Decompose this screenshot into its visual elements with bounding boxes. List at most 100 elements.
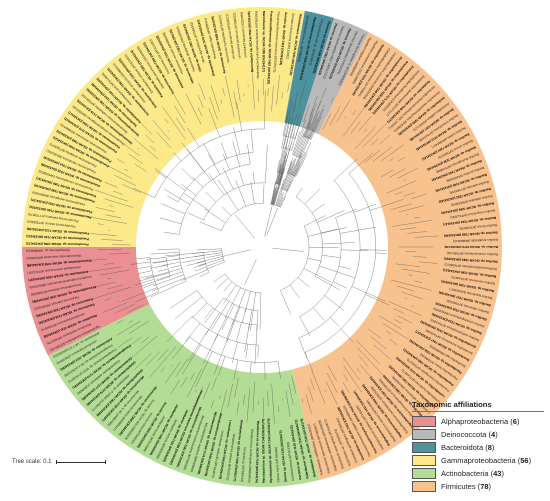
internal-branch [308, 118, 318, 139]
leaf-branch [109, 205, 114, 207]
leaf-branch [180, 376, 188, 388]
leaf-branch [97, 223, 104, 225]
clade-sector [22, 6, 305, 248]
leaf-branch [323, 105, 325, 108]
internal-branch [226, 306, 241, 343]
internal-branch [306, 100, 322, 138]
leaf-branch [287, 99, 292, 118]
internal-branch [289, 156, 297, 175]
internal-branch [287, 114, 298, 150]
internal-branch [130, 261, 151, 265]
internal-branch [322, 242, 355, 245]
internal-branch [280, 179, 285, 189]
internal-branch [314, 276, 340, 290]
internal-branch [143, 283, 156, 288]
leaf-branch [165, 361, 181, 384]
internal-branch [182, 344, 201, 375]
leaf-label: uncultured bacterium (KF038222) [232, 12, 241, 58]
legend-label: Actinobacteria (43) [441, 469, 504, 478]
internal-branch [263, 184, 265, 204]
leaf-branch [398, 205, 424, 213]
leaf-branch [116, 320, 141, 336]
internal-branch [241, 308, 246, 324]
internal-branch [276, 163, 282, 184]
clade-stem [266, 207, 278, 236]
legend-label: Bacteroidota (8) [441, 443, 495, 452]
leaf-branch [419, 261, 438, 264]
leaf-branch [405, 298, 408, 300]
internal-branch [287, 102, 297, 137]
internal-branch [157, 248, 180, 250]
leaf-branch [396, 285, 414, 292]
clade-sector [292, 32, 503, 480]
leaf-branch [305, 98, 307, 101]
leaf-label: Pseudomonas stutzeri (MT355963) [27, 219, 75, 228]
internal-branch [177, 152, 254, 202]
leaf-label: Streptomyces sp. ISCAR-7158 (OK334177) [233, 420, 244, 482]
internal-branch [133, 187, 155, 198]
leaf-branch [236, 79, 241, 102]
internal-branch [277, 133, 287, 173]
leaf-branch [342, 357, 360, 381]
internal-branch [300, 129, 314, 158]
internal-branch [188, 329, 209, 362]
internal-branch [184, 193, 210, 211]
internal-branch [140, 274, 154, 279]
internal-branch [324, 295, 345, 311]
internal-branch [194, 266, 207, 272]
leaf-branch [403, 192, 415, 197]
internal-branch [166, 316, 193, 342]
leaf-branch [398, 156, 406, 162]
internal-branch [309, 108, 323, 139]
legend-item: Bacteroidota (8) [412, 441, 544, 454]
leaf-label: Aminobacter aminovorans (MT613397) [27, 265, 81, 275]
leaf-branch [134, 163, 147, 172]
internal-branch [340, 328, 354, 343]
internal-branch [275, 205, 281, 208]
leaf-branch [380, 169, 394, 178]
internal-branch [304, 188, 321, 205]
leaf-branch [195, 389, 197, 392]
leaf-label: Pseudomonas balearica (KY750678) [28, 212, 79, 223]
leaf-label: Sphingomonas sp. (MN889418) [26, 248, 70, 253]
internal-branch [207, 260, 224, 267]
leaf-label: Bacillus paralicheniformis (MT605572) [444, 262, 497, 271]
leaf-label: Bacillus sp. ISCAR-7268 (OK334148) [444, 230, 498, 237]
internal-branch [181, 184, 197, 196]
internal-branch [226, 319, 235, 339]
leaf-branch [197, 94, 204, 108]
internal-branch [204, 208, 226, 223]
internal-branch [317, 210, 345, 223]
internal-branch [320, 228, 338, 234]
leaf-branch [157, 349, 169, 362]
internal-branch [348, 152, 374, 174]
internal-branch [290, 123, 295, 138]
leaf-branch [381, 144, 405, 162]
internal-branch [283, 117, 291, 149]
leaf-label: Rhodococcus erythropolis (MN889416) [247, 429, 254, 483]
leaf-branch [149, 145, 156, 152]
internal-branch [178, 248, 187, 282]
leaf-branch [342, 104, 367, 137]
leaf-branch [368, 328, 381, 339]
leaf-label: Marinobacter hydrocarbonoclasticus (MT56… [254, 11, 260, 78]
legend-item: Alphaproteobacteria (6) [412, 415, 544, 428]
leaf-branch [379, 134, 391, 145]
internal-branch [159, 217, 182, 225]
internal-branch [149, 280, 187, 298]
leaf-branch [324, 389, 326, 392]
internal-branch [280, 150, 288, 174]
leaf-branch [411, 193, 427, 199]
leaf-branch [386, 180, 417, 194]
leaf-label: Pseudomonas sp. ISCAR-7286 (OK334113) [26, 241, 89, 246]
leaf-branch [288, 383, 294, 405]
internal-branch [232, 342, 238, 363]
leaf-label: Bacillus sp. ISCAR-7283 (OK334150) [444, 257, 498, 264]
leaf-label: Rhodococcus sp. ISCAR-7153 (OK334176) [255, 421, 260, 483]
leaf-branch [128, 320, 150, 335]
legend-label: Alphaproteobacteria (6) [441, 417, 520, 426]
leaf-branch [364, 149, 381, 163]
internal-branch [293, 119, 306, 155]
leaf-branch [170, 380, 180, 395]
tree-scale-label: Tree scale: 0.1 [12, 459, 52, 465]
